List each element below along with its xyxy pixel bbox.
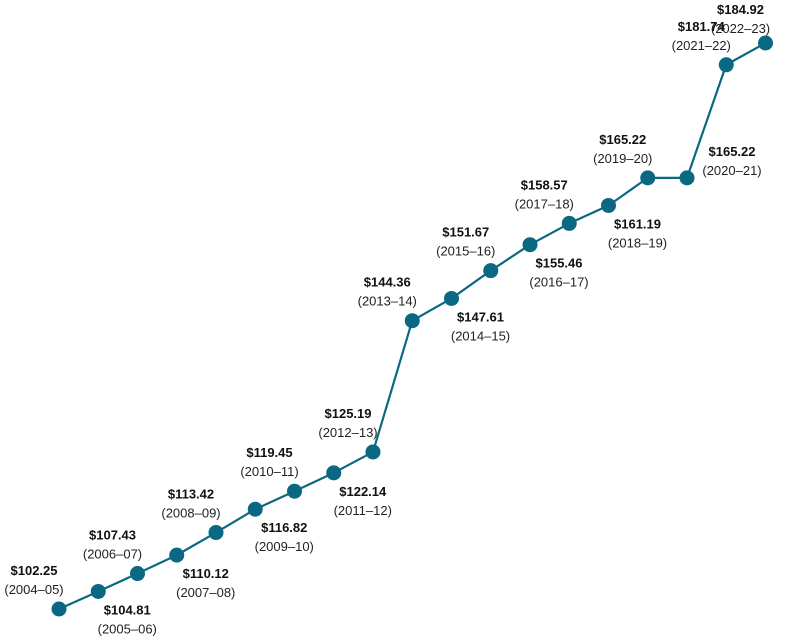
data-label-period: (2010–11) [240,464,298,479]
data-point [130,566,145,582]
data-label-period: (2021–22) [672,38,731,53]
point-layer [51,35,773,617]
data-point [247,501,263,517]
data-point [483,263,499,279]
data-label-period: (2011–12) [334,503,392,518]
data-label-value: $119.45 [246,445,292,460]
data-label-value: $144.36 [364,275,411,290]
data-point [404,313,420,329]
data-label-value: $158.57 [521,177,568,192]
data-label-value: $161.19 [614,216,661,231]
data-point [365,444,381,460]
data-label-period: (2014–15) [451,328,510,343]
data-point [51,601,67,617]
data-label-value: $184.92 [717,2,764,17]
data-label-value: $165.22 [599,132,646,147]
data-label-value: $107.43 [89,528,136,543]
label-layer: $102.25 (2004–05) $104.81 (2005–06) $107.43 (… [4,2,770,636]
data-point [718,57,734,73]
data-label-value: $165.22 [709,144,756,159]
data-label-period: (2009–10) [255,539,314,554]
data-label-value: $110.12 [183,566,229,581]
data-label-value: $122.14 [339,484,387,499]
data-point [444,290,459,306]
data-label-period: (2004–05) [4,582,63,597]
data-label-period: (2018–19) [608,235,667,250]
data-point [561,215,577,231]
data-label-period: (2012–13) [318,425,377,440]
data-label-value: $151.67 [442,225,489,240]
data-label-period: (2016–17) [529,275,588,290]
data-label-value: $116.82 [261,520,307,535]
data-point [169,547,185,563]
data-label-period: (2013–14) [358,294,417,309]
data-label-period: (2006–07) [83,547,142,562]
data-point [640,170,656,186]
data-label-period: (2015–16) [436,244,495,259]
data-label-value: $104.81 [104,602,151,617]
data-point [679,170,695,186]
data-label-period: (2007–08) [176,585,235,600]
data-label-period: (2017–18) [515,196,574,211]
data-label-value: $125.19 [325,406,372,421]
data-label-value: $181.74 [678,19,726,34]
data-point [208,525,224,541]
data-label-period: (2020–21) [702,163,761,178]
data-point [758,35,773,51]
data-label-value: $102.25 [11,563,58,578]
data-point [287,483,302,499]
data-point [90,583,106,599]
data-label-period: (2022–23) [711,21,770,36]
data-label-period: (2008–09) [161,506,220,521]
data-point [601,197,616,213]
data-point [522,237,538,253]
data-label-value: $155.46 [536,256,583,271]
data-label-period: (2019–20) [593,151,652,166]
data-label-value: $113.42 [168,487,214,502]
data-label-value: $147.61 [457,309,504,324]
data-label-period: (2005–06) [98,621,157,636]
data-point [326,465,342,481]
